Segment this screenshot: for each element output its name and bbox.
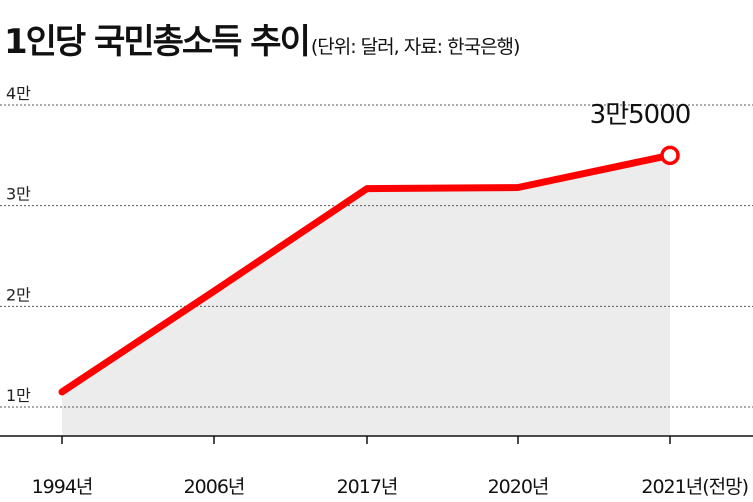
- chart-title: 1인당 국민총소득 추이: [4, 22, 311, 62]
- chart-subtitle: (단위: 달러, 자료: 한국은행): [310, 36, 521, 58]
- data-point-2021: [660, 145, 680, 166]
- title-row: 1인당 국민총소득 추이 (단위: 달러, 자료: 한국은행): [4, 14, 521, 63]
- y-tick-label: 4만: [6, 84, 31, 103]
- x-tick-label: 1994년: [32, 476, 93, 498]
- x-tick-label: 2006년: [184, 476, 245, 498]
- y-tick-label: 3만: [6, 185, 31, 204]
- y-tick-label: 1만: [6, 386, 31, 405]
- x-tick-label: 2020년: [488, 476, 549, 498]
- x-tick-label: 2017년: [337, 476, 398, 498]
- chart-area-fill: [62, 155, 670, 437]
- x-tick-label: 2021년(전망): [641, 476, 748, 498]
- y-tick-label: 2만: [6, 285, 31, 304]
- data-label-2021: 3만5000: [590, 100, 691, 130]
- series-line: [58, 151, 674, 396]
